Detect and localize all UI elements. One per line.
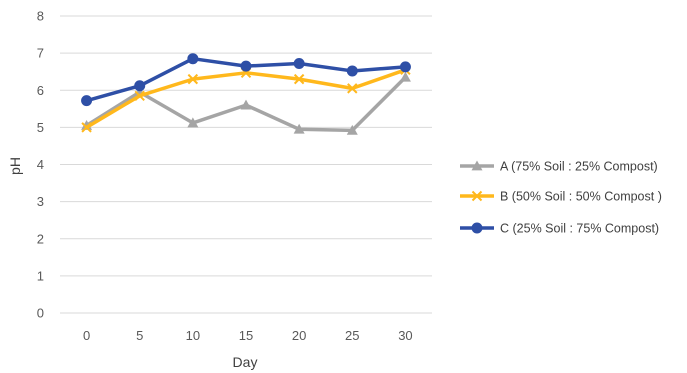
x-tick-label: 25 xyxy=(345,328,359,343)
legend-label: B (50% Soil : 50% Compost ) xyxy=(500,190,662,204)
data-point xyxy=(347,83,358,94)
y-tick-label: 2 xyxy=(37,231,44,246)
data-point xyxy=(240,99,252,110)
data-point xyxy=(134,80,146,92)
data-point xyxy=(187,53,199,65)
y-tick-label: 3 xyxy=(37,194,44,209)
y-tick-label: 7 xyxy=(37,46,44,61)
x-tick-label: 30 xyxy=(398,328,412,343)
data-point xyxy=(471,190,483,202)
data-point xyxy=(81,95,93,107)
x-tick-label: 0 xyxy=(83,328,90,343)
y-tick-label: 4 xyxy=(37,157,44,172)
data-point xyxy=(399,71,411,82)
y-axis-ticks: 0 1 2 3 4 5 6 7 8 xyxy=(37,9,44,321)
series-triangle xyxy=(81,71,411,135)
legend-item: B (50% Soil : 50% Compost ) xyxy=(460,190,662,204)
x-axis-ticks: 0 5 10 15 20 25 30 xyxy=(83,328,413,343)
data-point xyxy=(471,160,483,171)
y-tick-label: 8 xyxy=(37,9,44,24)
legend-item: C (25% Soil : 75% Compost) xyxy=(460,222,659,236)
data-point xyxy=(399,61,411,73)
y-tick-label: 1 xyxy=(37,268,44,283)
data-point xyxy=(187,117,199,128)
x-tick-label: 10 xyxy=(186,328,200,343)
legend: A (75% Soil : 25% Compost) B (50% Soil : … xyxy=(460,160,662,236)
legend-item: A (75% Soil : 25% Compost) xyxy=(460,160,658,174)
data-point xyxy=(346,124,358,135)
data-point xyxy=(187,73,199,85)
y-tick-label: 0 xyxy=(37,306,44,321)
series-circle xyxy=(81,53,411,107)
y-tick-label: 6 xyxy=(37,83,44,98)
y-axis-label: pH xyxy=(7,157,23,175)
x-axis-label: Day xyxy=(233,354,258,370)
data-point xyxy=(346,65,358,77)
data-point xyxy=(81,122,92,133)
data-point xyxy=(134,90,145,102)
data-point xyxy=(293,73,305,85)
data-point xyxy=(471,222,483,234)
x-tick-label: 5 xyxy=(136,328,143,343)
x-tick-label: 15 xyxy=(239,328,253,343)
series-group xyxy=(81,53,411,135)
gridlines xyxy=(60,15,432,314)
x-tick-label: 20 xyxy=(292,328,306,343)
data-point xyxy=(240,60,252,72)
y-tick-label: 5 xyxy=(37,120,44,135)
data-point xyxy=(293,58,305,70)
legend-label: C (25% Soil : 75% Compost) xyxy=(500,222,659,236)
legend-label: A (75% Soil : 25% Compost) xyxy=(500,160,658,174)
data-point xyxy=(293,123,305,134)
series-line xyxy=(84,68,408,130)
